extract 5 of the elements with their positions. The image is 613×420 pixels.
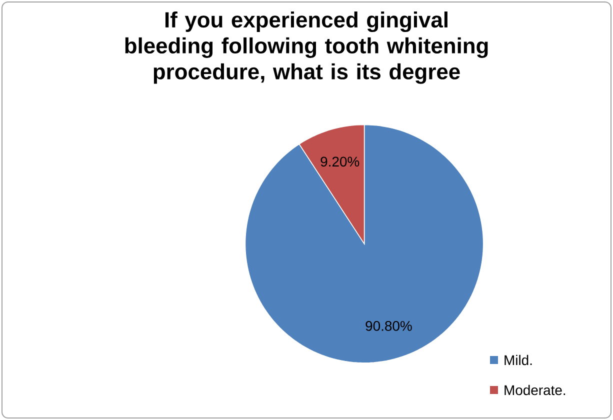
data-label: 90.80% (366, 321, 412, 331)
legend-label: Mild. (504, 354, 532, 366)
chart-title: If you experienced gingival bleeding following tooth whitening procedure, what is its degree (125, 12, 488, 84)
data-label: 9.20% (320, 156, 360, 167)
legend-label: Moderate. (504, 384, 566, 396)
